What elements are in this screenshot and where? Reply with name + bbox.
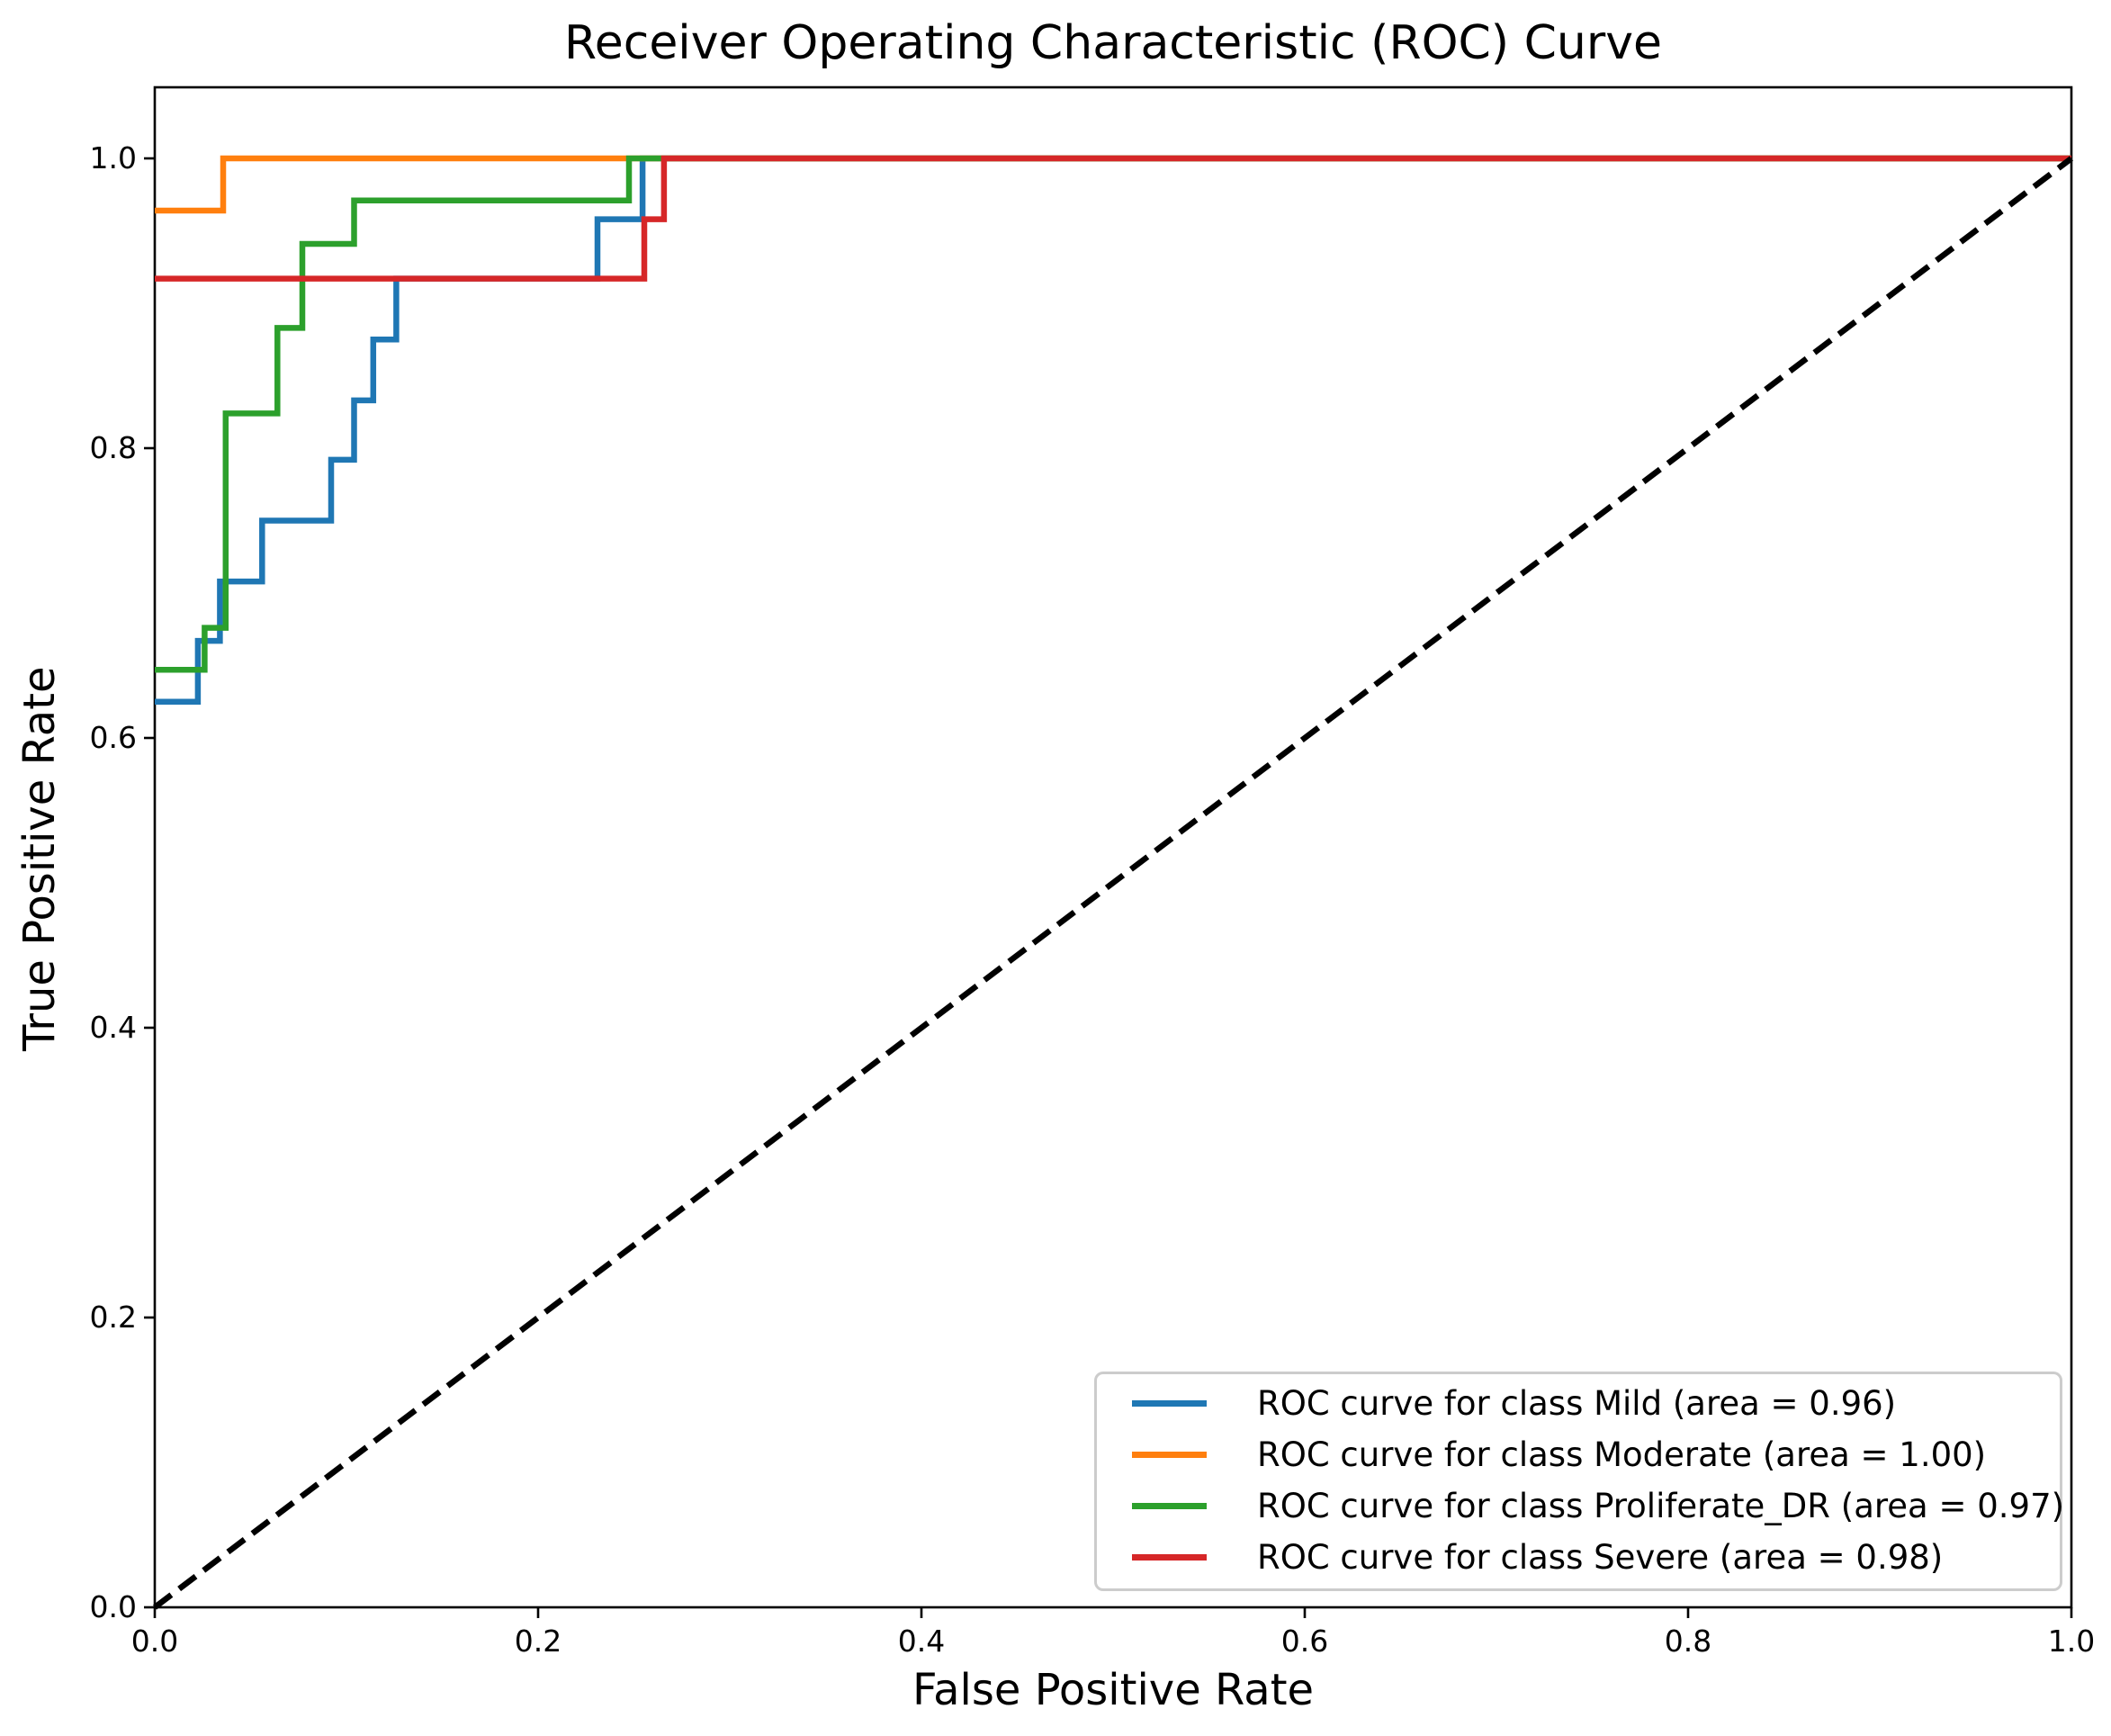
x-tick-label: 0.0 bbox=[130, 1624, 179, 1659]
x-tick-label: 1.0 bbox=[2047, 1624, 2096, 1659]
y-tick-label: 0.6 bbox=[89, 720, 137, 755]
legend-label: ROC curve for class Severe (area = 0.98) bbox=[1257, 1538, 1944, 1577]
y-tick-label: 0.8 bbox=[89, 430, 137, 465]
x-tick-label: 0.4 bbox=[897, 1624, 946, 1659]
chance-diagonal-line bbox=[153, 156, 2073, 1610]
roc-curve-proliferate_dr bbox=[155, 155, 2071, 673]
y-tick-label: 1.0 bbox=[89, 140, 137, 175]
y-tick-label: 0.2 bbox=[89, 1300, 137, 1335]
x-tick-label: 0.8 bbox=[1664, 1624, 1712, 1659]
roc-curve-mild bbox=[155, 155, 2071, 706]
legend-label: ROC curve for class Mild (area = 0.96) bbox=[1257, 1384, 1897, 1423]
legend-line-sample bbox=[1132, 1554, 1207, 1561]
y-tick-label: 0.4 bbox=[89, 1010, 137, 1045]
axes-spines bbox=[153, 85, 2073, 1609]
legend-entry-severe: ROC curve for class Severe (area = 0.98) bbox=[1097, 1532, 2060, 1583]
legend-line-sample bbox=[1132, 1452, 1207, 1458]
x-tick-label: 0.2 bbox=[514, 1624, 562, 1659]
legend-line-sample bbox=[1132, 1400, 1207, 1407]
legend-entry-mild: ROC curve for class Mild (area = 0.96) bbox=[1097, 1378, 2060, 1429]
legend-entry-proliferate_dr: ROC curve for class Proliferate_DR (area… bbox=[1097, 1480, 2064, 1532]
legend-label: ROC curve for class Moderate (area = 1.0… bbox=[1257, 1435, 1987, 1474]
x-axis-label: False Positive Rate bbox=[912, 1665, 1315, 1715]
legend-line-sample bbox=[1132, 1503, 1207, 1509]
legend: ROC curve for class Mild (area = 0.96) RO… bbox=[1094, 1372, 2064, 1591]
roc-curve-severe bbox=[155, 155, 2071, 282]
chart-title: Receiver Operating Characteristic (ROC) … bbox=[563, 16, 1663, 70]
legend-entry-moderate: ROC curve for class Moderate (area = 1.0… bbox=[1097, 1429, 2060, 1480]
y-tick-label: 0.0 bbox=[89, 1589, 137, 1624]
legend-label: ROC curve for class Proliferate_DR (area… bbox=[1257, 1487, 2065, 1525]
x-tick-label: 0.6 bbox=[1280, 1624, 1329, 1659]
